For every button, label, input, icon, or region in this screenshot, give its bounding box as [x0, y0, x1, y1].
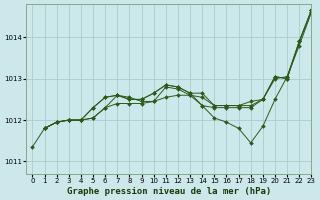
X-axis label: Graphe pression niveau de la mer (hPa): Graphe pression niveau de la mer (hPa): [67, 187, 271, 196]
